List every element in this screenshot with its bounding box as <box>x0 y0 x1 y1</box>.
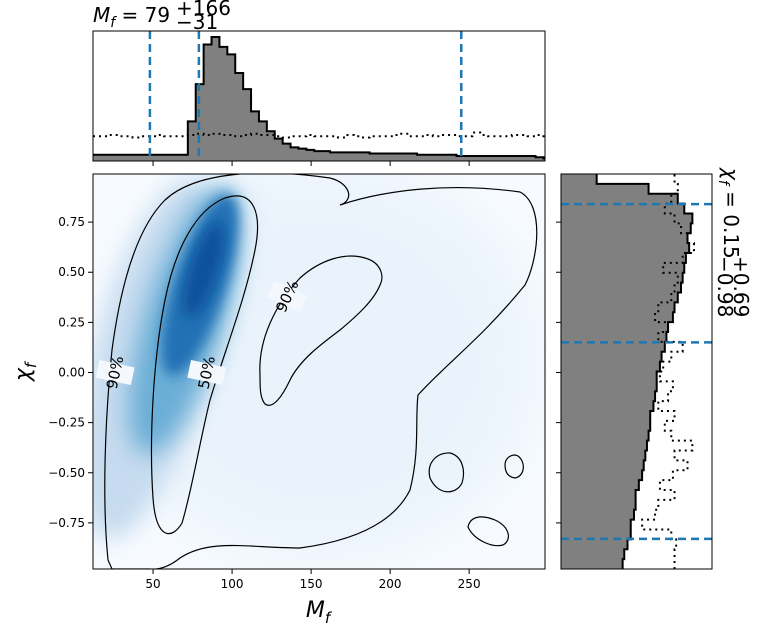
right-y-ticks <box>556 221 561 524</box>
y-tick-label: −0.50 <box>48 466 85 480</box>
top-title-main: Mf = 79 <box>93 3 170 31</box>
top-marginal-panel <box>92 30 546 166</box>
top-title: Mf = 79 +166 −31 <box>93 0 231 34</box>
y-tick-label: −0.25 <box>48 416 85 430</box>
y-tick-label: −0.75 <box>48 516 85 530</box>
y-tick-label: 0.25 <box>58 315 85 329</box>
right-title-main: χf = 0.15 <box>715 167 743 259</box>
joint-frame <box>92 173 546 570</box>
prior-step <box>93 131 545 139</box>
top-frame <box>92 30 546 162</box>
x-axis-label: Mf <box>306 598 333 627</box>
contour-label-bg <box>267 280 308 313</box>
contour-50 <box>150 195 259 535</box>
top-marginal-hist <box>93 31 545 161</box>
right-marginal-panel <box>556 173 713 570</box>
top-title-sub: −31 <box>176 10 218 34</box>
right-title: χf = 0.15 +0.69 −0.98 <box>713 167 753 317</box>
right-marginal-hist <box>561 174 712 569</box>
y-label-main: χ <box>11 367 36 382</box>
y-tick-label: 0.75 <box>58 215 85 229</box>
posterior-fill <box>561 174 693 569</box>
contour-90-inner <box>259 255 383 406</box>
joint-panel: 50%90%90% 50 100 150 200 250 −0.75−0.50−0.25… <box>48 173 546 591</box>
contour-island-2 <box>504 454 524 479</box>
posterior-fill <box>93 37 545 161</box>
right-frame <box>560 173 713 570</box>
x-tick-label: 100 <box>221 577 244 591</box>
contour-label-bg <box>95 359 135 386</box>
top-title-sup: +166 <box>176 0 231 20</box>
right-title-sub: −0.98 <box>713 256 737 317</box>
contour-island-3 <box>467 516 509 547</box>
contours <box>104 174 538 569</box>
joint-x-ticks: 50 100 150 200 250 <box>145 569 481 591</box>
contour-island-1 <box>428 452 465 493</box>
y-tick-label: 0.50 <box>58 265 85 279</box>
contour-label-bg <box>187 359 227 386</box>
axis-labels: Mf χf <box>11 360 333 627</box>
x-tick-label: 200 <box>379 577 402 591</box>
heatmap <box>93 174 540 560</box>
posterior-step <box>93 36 545 160</box>
right-title-sup: +0.69 <box>729 256 753 317</box>
x-tick-label: 50 <box>145 577 160 591</box>
x-label-main: M <box>306 598 325 623</box>
y-axis-label: χf <box>11 360 40 382</box>
joint-y-ticks: −0.75 −0.50 −0.25 0.00 0.25 0.50 0.75 <box>48 215 93 530</box>
x-tick-label: 150 <box>300 577 323 591</box>
y-label-sub: f <box>22 360 40 368</box>
x-label-sub: f <box>325 609 333 627</box>
x-tick-label: 250 <box>458 577 481 591</box>
contour-90-outer <box>104 174 538 569</box>
y-tick-label: 0.00 <box>58 366 85 380</box>
top-x-ticks <box>152 161 470 166</box>
